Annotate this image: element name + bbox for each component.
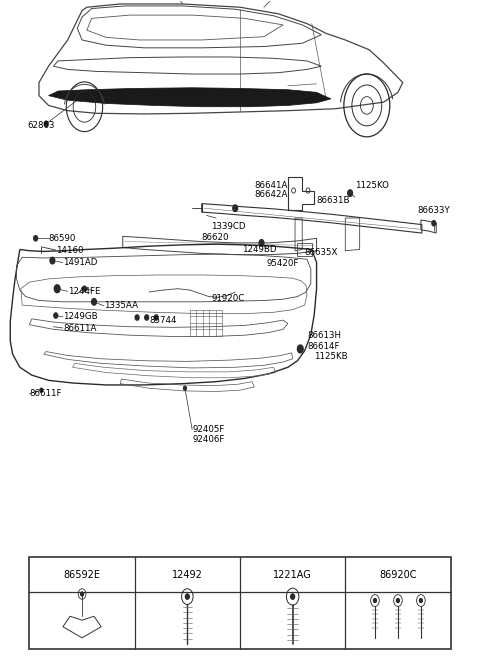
Circle shape [233,205,238,211]
Text: 86920C: 86920C [379,569,417,579]
Circle shape [44,121,48,127]
Text: 86620: 86620 [202,233,229,242]
Text: 1125KO: 1125KO [355,181,389,190]
Text: 95420F: 95420F [266,259,299,268]
Circle shape [145,315,149,320]
Text: 86633Y: 86633Y [417,206,450,215]
Circle shape [83,286,86,291]
Circle shape [420,598,422,602]
Circle shape [50,257,55,264]
Circle shape [92,298,96,305]
Circle shape [135,315,139,320]
Text: 86635X: 86635X [305,247,338,256]
Circle shape [291,594,295,599]
Text: 14160: 14160 [56,245,83,255]
Text: 1244FE: 1244FE [68,287,100,296]
Text: 92406F: 92406F [192,435,225,443]
Text: 1249GB: 1249GB [63,312,97,321]
Text: 1491AD: 1491AD [63,258,97,267]
Circle shape [432,220,436,226]
Text: 86590: 86590 [48,234,76,243]
Text: 86613H: 86613H [307,331,341,340]
Text: 1339CD: 1339CD [211,222,246,231]
Circle shape [54,313,58,318]
Circle shape [155,315,158,320]
Text: 92405F: 92405F [192,425,225,434]
Circle shape [396,598,399,602]
Text: 62863: 62863 [27,121,55,130]
Circle shape [348,190,352,196]
Text: 91920C: 91920C [211,294,244,303]
Text: 85744: 85744 [149,316,177,325]
Text: 86642A: 86642A [254,190,288,199]
Text: 86631B: 86631B [317,196,350,205]
Circle shape [185,594,189,599]
Circle shape [259,239,264,246]
Circle shape [373,598,376,602]
Circle shape [40,388,43,392]
Circle shape [183,386,186,390]
Text: 86592E: 86592E [63,569,100,579]
Circle shape [54,285,60,293]
Text: 86641A: 86641A [254,181,288,190]
Text: 86614F: 86614F [307,342,339,351]
Circle shape [298,345,303,353]
Circle shape [81,592,84,596]
Text: 86611F: 86611F [29,389,62,398]
Circle shape [34,236,37,241]
Text: 12492: 12492 [172,569,203,579]
Text: 1249BD: 1249BD [242,245,277,254]
Polygon shape [48,88,331,107]
Text: 86611A: 86611A [63,323,96,333]
Text: 1125KB: 1125KB [314,352,348,361]
Text: 1221AG: 1221AG [273,569,312,579]
Text: 1335AA: 1335AA [104,301,138,310]
Bar [29,557,451,649]
